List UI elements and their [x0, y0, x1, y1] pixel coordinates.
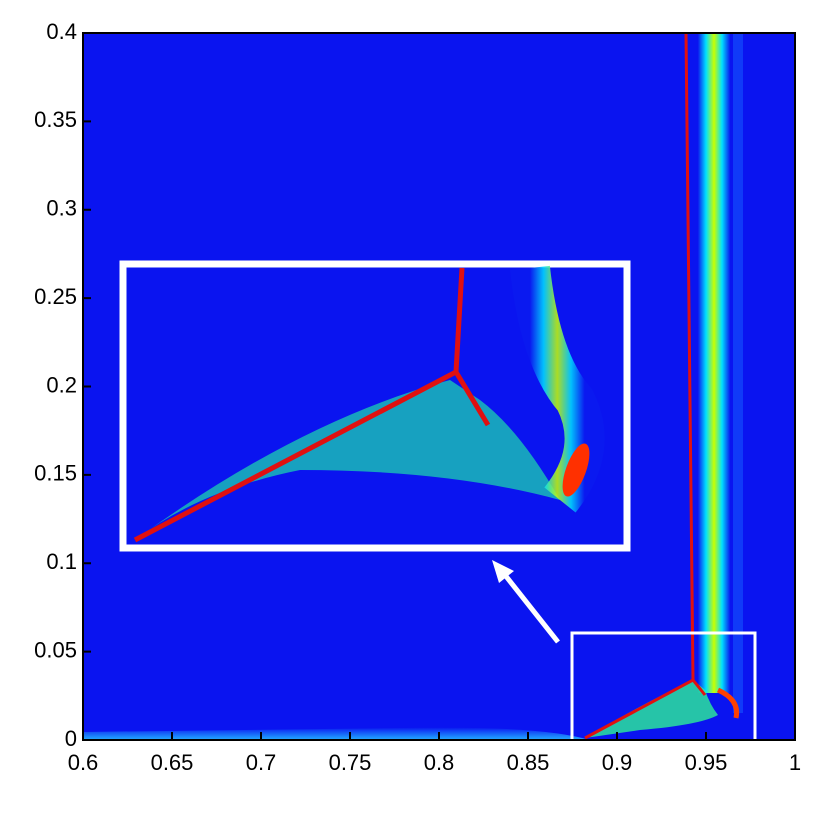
x-tick-label: 0.8	[424, 750, 455, 775]
y-tick-label: 0.1	[46, 549, 77, 574]
x-tick-label: 0.65	[151, 750, 194, 775]
arrow-head	[492, 560, 514, 583]
y-tick-label: 0.25	[34, 284, 77, 309]
boundary-layer	[83, 727, 590, 740]
inset-vortex	[562, 443, 590, 497]
shock	[684, 33, 695, 681]
y-tick-label: 0.3	[46, 196, 77, 221]
y-tick-label: 0.2	[46, 372, 77, 397]
inset	[119, 260, 631, 552]
y-tick-label: 0.35	[34, 107, 77, 132]
weak-wave	[733, 33, 743, 713]
zoom-box	[570, 631, 757, 745]
x-tick-label: 1	[789, 750, 801, 775]
x-tick-label: 0.85	[507, 750, 550, 775]
x-tick-label: 0.6	[68, 750, 99, 775]
y-tick-label: 0.05	[34, 637, 77, 662]
arrow-shaft	[503, 573, 560, 644]
y-tick-label: 0.4	[46, 19, 77, 44]
x-tick-label: 0.9	[602, 750, 633, 775]
vortex	[716, 687, 740, 719]
jet	[585, 680, 718, 738]
x-tick-label: 0.95	[685, 750, 728, 775]
contact-band	[698, 33, 730, 693]
x-tick-label: 0.7	[246, 750, 277, 775]
y-tick-label: 0.15	[34, 461, 77, 486]
x-tick-label: 0.75	[329, 750, 372, 775]
inset-jet	[135, 380, 560, 540]
y-tick-label: 0	[65, 726, 77, 751]
triple-point	[584, 678, 707, 740]
inset-shock	[133, 267, 491, 543]
